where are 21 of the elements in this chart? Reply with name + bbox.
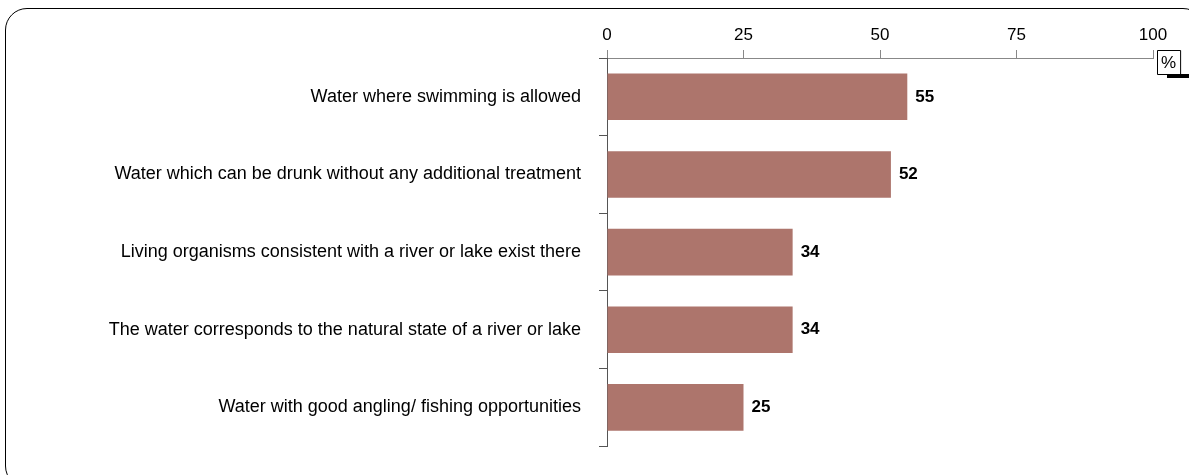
- y-tick-label: The water corresponds to the natural state of a river or lake: [108, 318, 581, 339]
- x-tick-label: 100: [1138, 25, 1168, 45]
- y-tick-label: Living organisms consistent with a river or lake exist there: [120, 241, 581, 262]
- x-tick-label: 25: [734, 25, 753, 45]
- data-label: 55: [915, 86, 935, 106]
- bar: [607, 228, 793, 276]
- y-tick-label: Water with good angling/ fishing opportunities: [218, 396, 581, 417]
- y-tick-label: Water where swimming is allowed: [310, 85, 581, 106]
- y-tick-label: Water which can be drunk without any additional treatment: [114, 163, 581, 184]
- bar: [607, 73, 908, 121]
- x-tick-label: 0: [602, 25, 612, 45]
- data-label: 25: [751, 397, 771, 417]
- x-tick-label: 75: [1007, 25, 1026, 45]
- x-tick-label: 50: [870, 25, 890, 45]
- bar: [607, 384, 744, 431]
- data-label: 52: [898, 164, 918, 184]
- bar: [607, 306, 793, 354]
- bar: [607, 151, 891, 198]
- x-axis-title: %: [1161, 52, 1177, 72]
- data-label: 34: [800, 319, 821, 339]
- data-label: 34: [800, 241, 821, 261]
